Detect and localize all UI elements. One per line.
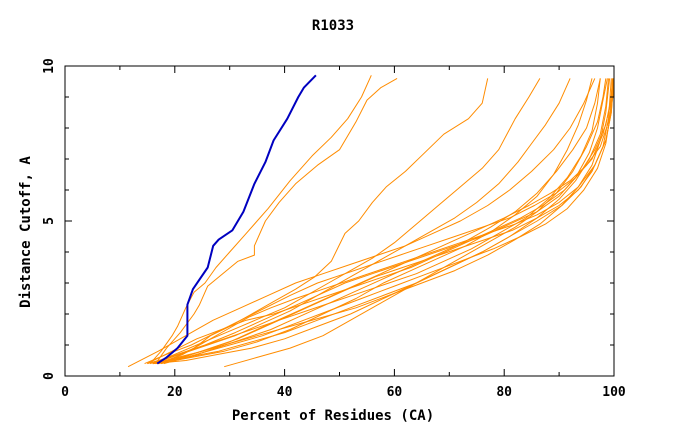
series-line-7 bbox=[127, 78, 596, 368]
series-line-17 bbox=[152, 78, 615, 365]
x-tick-label: 80 bbox=[496, 385, 512, 400]
series-line-16 bbox=[147, 78, 614, 365]
series-line-11 bbox=[149, 78, 608, 365]
series-line-5 bbox=[152, 78, 571, 365]
series-line-2 bbox=[155, 77, 398, 364]
series-layer bbox=[127, 74, 615, 368]
series-line-13 bbox=[158, 78, 611, 365]
x-tick-label: 100 bbox=[602, 385, 626, 400]
y-tick-label: 0 bbox=[42, 372, 57, 380]
series-line-4 bbox=[152, 78, 541, 365]
series-line-12 bbox=[152, 78, 609, 365]
x-tick-label: 60 bbox=[387, 385, 403, 400]
y-tick-label: 10 bbox=[42, 58, 57, 74]
series-line-1 bbox=[149, 75, 372, 364]
series-line-20 bbox=[144, 78, 614, 365]
ticks-layer: 0 20 40 60 80 100 0 5 10 bbox=[42, 58, 626, 400]
series-line-19 bbox=[152, 78, 614, 365]
series-line-10 bbox=[224, 78, 607, 368]
x-tick-label: 20 bbox=[167, 385, 183, 400]
series-line-18 bbox=[160, 78, 615, 365]
series-line-3 bbox=[158, 78, 489, 365]
series-line-6 bbox=[158, 78, 593, 365]
x-tick-label: 0 bbox=[61, 385, 69, 400]
y-tick-label: 5 bbox=[42, 217, 57, 225]
chart-title: R1033 bbox=[312, 18, 354, 34]
y-axis-label: Distance Cutoff, A bbox=[18, 156, 34, 308]
series-line-15 bbox=[163, 78, 613, 365]
x-axis-label: Percent of Residues (CA) bbox=[232, 408, 434, 424]
series-line-9 bbox=[160, 78, 601, 365]
x-tick-label: 40 bbox=[277, 385, 293, 400]
series-line-8 bbox=[147, 78, 601, 365]
series-line-highlight bbox=[156, 74, 317, 365]
